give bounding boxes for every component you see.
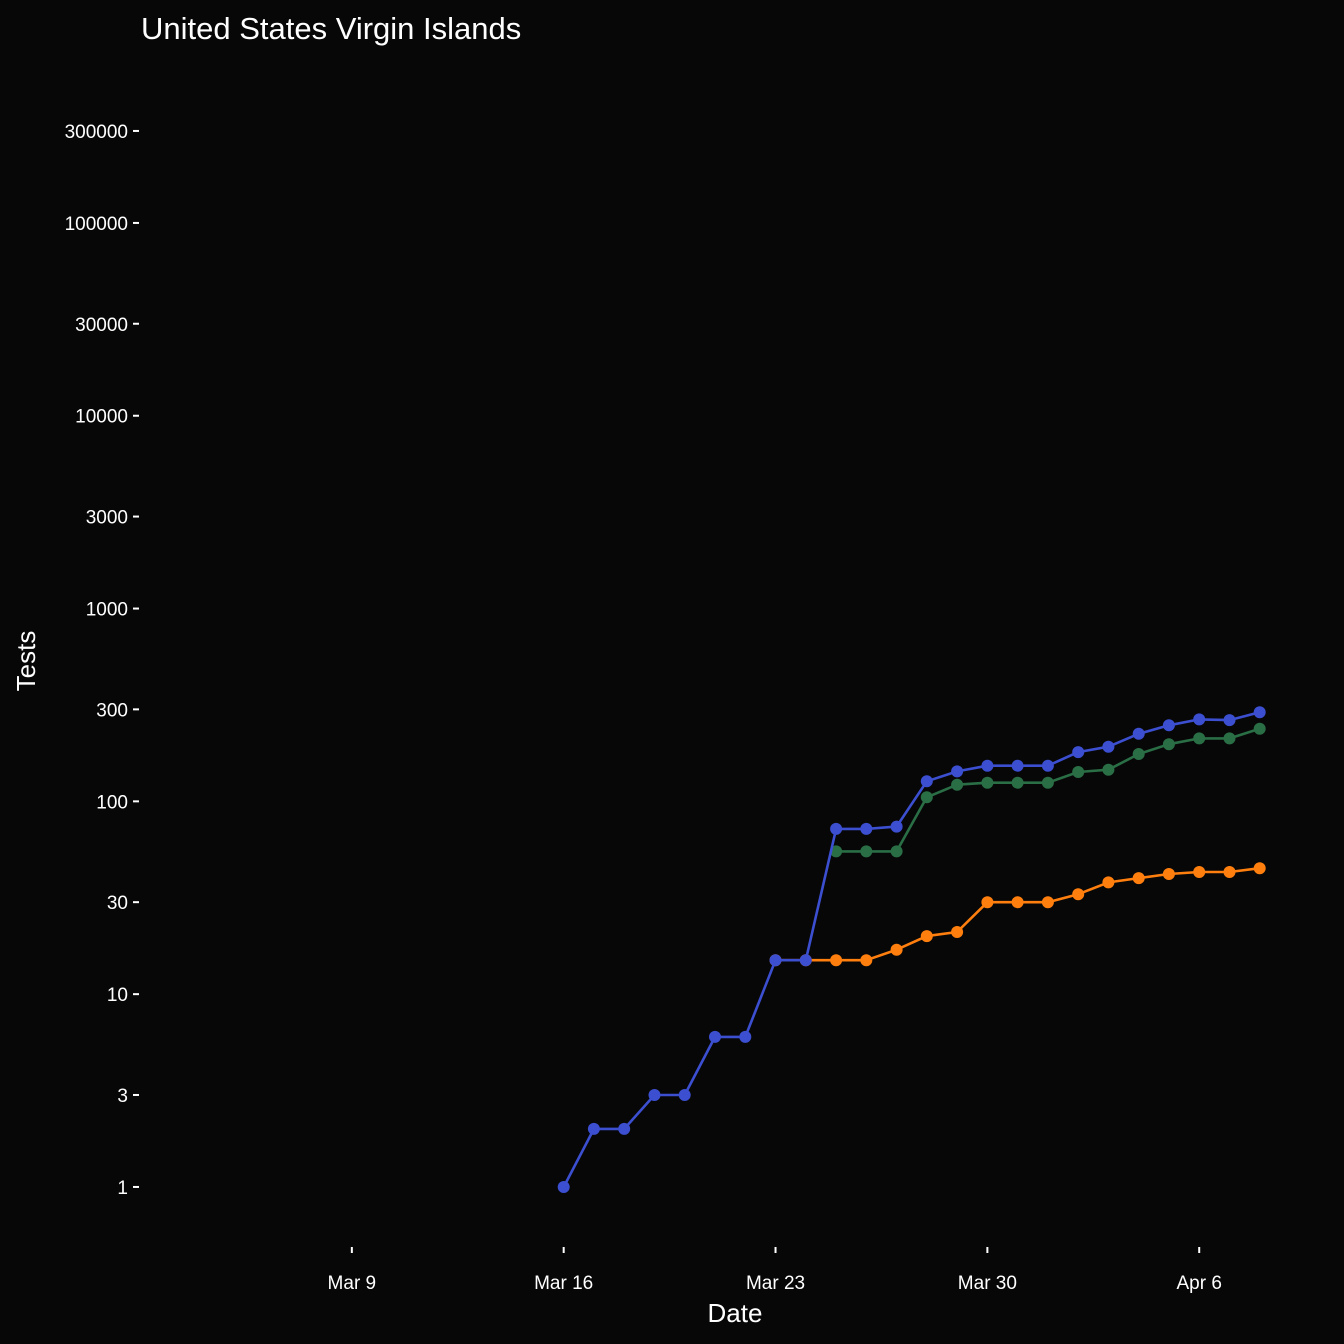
data-point: [1132, 727, 1145, 740]
y-tick-label: 10000: [75, 407, 128, 428]
data-point: [1223, 714, 1236, 727]
data-point: [1223, 732, 1236, 745]
data-point: [587, 1122, 600, 1135]
data-point: [1193, 713, 1206, 726]
data-point: [951, 926, 964, 938]
data-point: [830, 845, 843, 858]
data-point: [1011, 776, 1024, 789]
data-point: [1041, 759, 1054, 772]
data-point: [920, 930, 933, 943]
data-point: [678, 1089, 691, 1101]
x-tick-label: Mar 9: [328, 1273, 377, 1294]
y-tick-label: 30000: [75, 315, 128, 336]
series-1: [830, 722, 1266, 858]
data-point: [648, 1089, 661, 1101]
data-point: [739, 1030, 752, 1043]
data-point: [860, 822, 873, 835]
data-point: [1253, 706, 1266, 719]
plot-series: [557, 706, 1266, 1193]
data-point: [1223, 866, 1236, 878]
y-axis: 1 3 10 30 100 300 1000 3000 10000 30000 100000 3000…: [65, 122, 139, 1199]
y-axis-title: Tests: [11, 631, 41, 692]
data-point: [1072, 888, 1085, 901]
x-tick-label: Apr 6: [1176, 1273, 1221, 1294]
data-point: [920, 791, 933, 804]
data-point: [1193, 732, 1206, 745]
y-tick-label: 100000: [65, 214, 128, 235]
data-point: [1253, 722, 1266, 735]
data-point: [799, 954, 812, 967]
data-point: [951, 778, 964, 791]
data-point: [1132, 748, 1145, 760]
data-point: [860, 954, 873, 967]
data-point: [557, 1181, 570, 1193]
data-point: [618, 1122, 631, 1135]
data-point: [830, 954, 843, 967]
data-point: [920, 775, 933, 788]
x-tick-label: Mar 23: [746, 1273, 805, 1294]
x-tick-label: Mar 30: [958, 1273, 1017, 1294]
data-point: [981, 896, 994, 909]
data-point: [1041, 896, 1054, 909]
x-axis-title: Date: [708, 1298, 763, 1328]
x-axis: Mar 9 Mar 16 Mar 23 Mar 30 Apr 6: [328, 1247, 1222, 1294]
y-tick-label: 300: [96, 700, 128, 721]
data-point: [1132, 872, 1145, 885]
data-point: [1162, 868, 1175, 880]
data-point: [1041, 776, 1054, 789]
y-tick-label: 30: [107, 893, 128, 914]
data-point: [1072, 766, 1085, 778]
data-point: [1162, 738, 1175, 751]
data-point: [1193, 866, 1206, 878]
y-tick-label: 100: [96, 792, 128, 813]
data-point: [1011, 759, 1024, 772]
data-point: [890, 943, 903, 956]
data-point: [981, 776, 994, 789]
data-point: [860, 845, 873, 858]
y-tick-label: 3: [117, 1086, 128, 1107]
data-point: [830, 822, 843, 835]
data-point: [890, 845, 903, 858]
data-point: [709, 1030, 721, 1043]
data-point: [981, 759, 994, 772]
y-tick-label: 3000: [86, 508, 128, 529]
data-point: [1102, 876, 1115, 889]
data-point: [1162, 719, 1175, 732]
data-point: [769, 954, 782, 967]
data-point: [890, 820, 903, 833]
y-tick-label: 1000: [86, 600, 128, 621]
y-tick-label: 1: [117, 1178, 128, 1199]
y-tick-label: 10: [107, 985, 128, 1006]
data-point: [1072, 746, 1085, 759]
data-point: [1102, 740, 1115, 753]
data-point: [1011, 896, 1024, 909]
data-point: [951, 765, 964, 778]
x-tick-label: Mar 16: [534, 1273, 593, 1294]
data-point: [1253, 862, 1266, 875]
chart-title: United States Virgin Islands: [141, 11, 521, 46]
y-tick-label: 300000: [65, 122, 128, 143]
data-point: [1102, 763, 1115, 776]
series-2: [557, 706, 1266, 1193]
